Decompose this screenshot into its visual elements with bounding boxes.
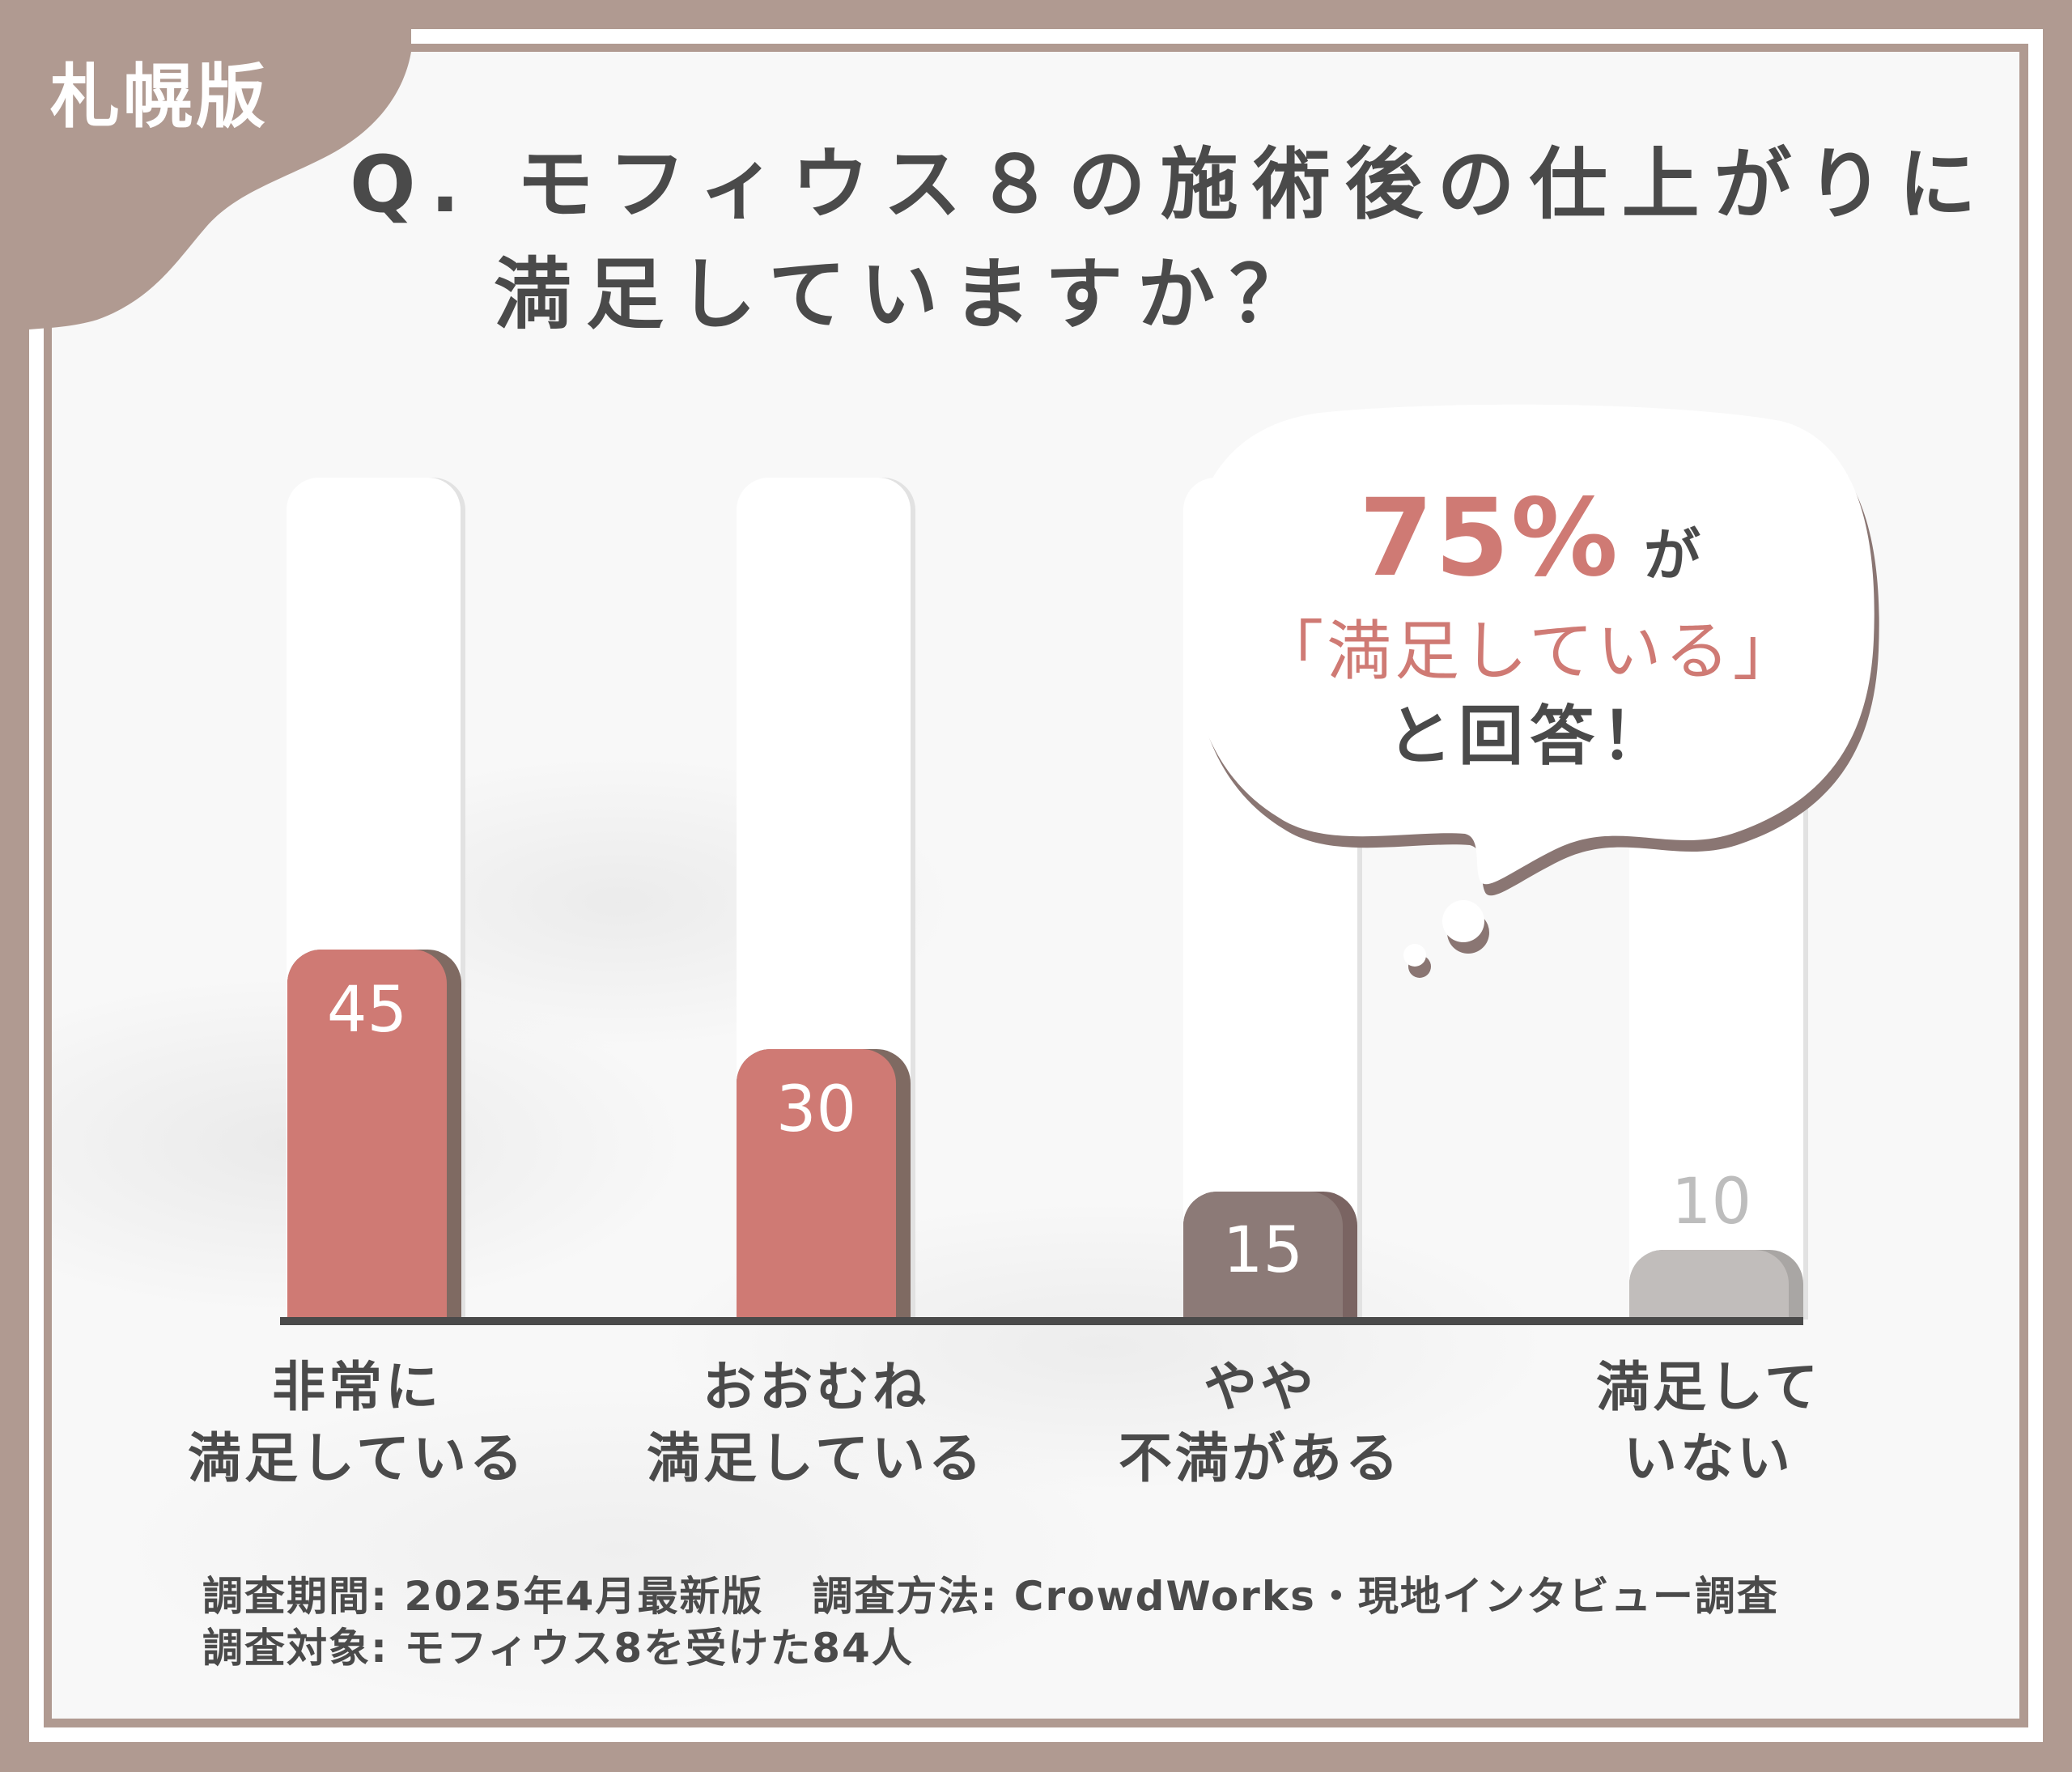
callout-ending: と回答！ <box>1387 699 1672 774</box>
survey-method: 調査方法: CrowdWorks・現地インタビュー調査 <box>812 1573 1779 1620</box>
bar-very-satisfied: 45 <box>287 950 461 1319</box>
category-label-1: 非常に 満足している <box>187 1356 527 1489</box>
callout-quote: 「満足している」 <box>1259 614 1801 689</box>
category-label-4: 満足して いない <box>1595 1356 1822 1489</box>
category-label-2: おおむね 満足している <box>646 1356 986 1489</box>
callout-text: 75% が 「満足している」 と回答！ <box>1182 478 1878 777</box>
title-line-1: Q. モフィウス８の施術後の仕上がりに <box>350 139 1991 230</box>
category-label-3: やや 不満がある <box>1119 1356 1402 1489</box>
bar-value-label: 30 <box>775 1073 857 1146</box>
page-title: Q. モフィウス８の施術後の仕上がりに 満足していますか？ <box>350 130 1991 350</box>
survey-period: 調査期間: 2025年4月最新版 <box>202 1573 764 1620</box>
corner-badge-shape <box>0 0 453 340</box>
survey-footnote: 調査期間: 2025年4月最新版 調査方法: CrowdWorks・現地インタビュ… <box>202 1570 1779 1674</box>
bar-mostly-satisfied: 30 <box>737 1049 911 1319</box>
bar-not-satisfied <box>1629 1250 1803 1319</box>
edition-label: 札幌版 <box>50 57 269 138</box>
callout-particle: が <box>1643 522 1700 589</box>
bar-value-label-outside: 10 <box>1671 1166 1752 1239</box>
x-axis-line <box>280 1317 1803 1325</box>
speech-bubble <box>1185 404 1879 978</box>
title-line-2: 満足していますか？ <box>494 249 1323 340</box>
bar-value-label: 15 <box>1222 1214 1304 1287</box>
bar-value-label: 45 <box>326 974 408 1047</box>
callout-percent: 75% <box>1359 476 1620 601</box>
bar-somewhat-dissatisfied: 15 <box>1183 1192 1357 1319</box>
survey-target: 調査対象: モフィウス8を受けた84人 <box>202 1625 914 1672</box>
